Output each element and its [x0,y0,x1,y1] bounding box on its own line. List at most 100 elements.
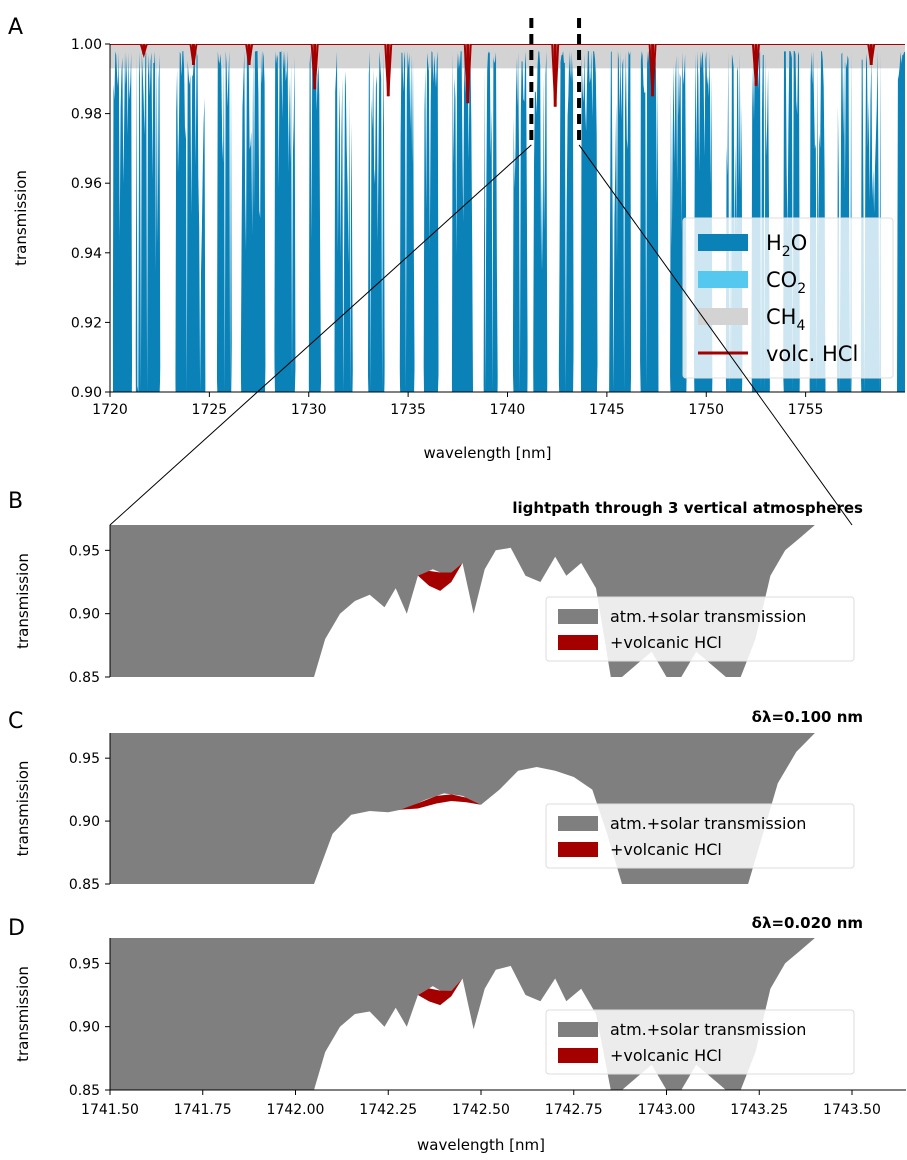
legend-swatch-atm [558,816,598,831]
panel-c: 0.85 0.90 0.95 transmission C δλ=0.100 nm atm.… [8,708,863,893]
x-tick-label: 1741.50 [81,1102,139,1118]
x-tick-label: 1742.00 [267,1102,325,1118]
y-tick-label: 0.95 [69,543,100,559]
panel-a-y-label: transmission [12,170,30,266]
panel-b: 0.85 0.90 0.95 transmission B lightpath throu… [8,489,863,686]
ch4-band [110,44,905,69]
legend-label-base: H [766,231,782,255]
clear-window [110,219,113,392]
panel-a-x-tick-label: 1735 [390,402,426,418]
clear-window [547,282,560,392]
panel-a-y-tick-label: 0.90 [71,385,102,401]
clear-window [265,240,275,392]
y-tick-label: 0.90 [69,607,100,623]
legend-label-hcl: +volcanic HCl [610,840,722,859]
legend-label-hcl: +volcanic HCl [610,1046,722,1065]
legend-box [545,803,855,869]
clear-window [658,282,671,392]
clear-window [596,240,609,392]
clear-window [497,240,514,392]
panel-a: 1720 1725 1730 1735 1740 1745 1750 1755 0.90 0.92… [8,15,905,462]
panel-d-x-label: wavelength [nm] [417,1136,545,1154]
clear-window [352,219,369,392]
clear-window [414,261,425,392]
legend-label-atm: atm.+solar transmission [610,814,806,833]
y-tick-label: 0.85 [69,670,100,686]
panel-a-x-tick-label: 1720 [92,402,128,418]
panel-a-x-tick-label: 1745 [589,402,625,418]
legend-label-sub: 2 [797,281,806,297]
legend-swatch-h2o [698,234,748,251]
legend-label-sub: 4 [796,318,805,334]
volcanic-hcl-area [417,563,463,591]
panel-a-x-tick-label: 1755 [788,402,824,418]
x-tick-label: 1742.50 [452,1102,510,1118]
clear-window [630,261,641,392]
panel-a-legend-box [682,217,894,379]
panel-letter-a: A [8,15,23,40]
y-axis-label: transmission [14,966,32,1062]
legend-label-ch4: CH4 [766,305,805,334]
clear-window [131,240,136,392]
y-tick-label: 0.90 [69,1020,100,1036]
panel-d: 0.85 0.90 0.95 transmission D δλ=0.020 nm atm.… [8,914,906,1154]
clear-window [294,261,309,392]
panel-letter-b: B [8,489,23,514]
panel-a-x-tick-label: 1740 [490,402,526,418]
zoom-connector-left [109,144,532,526]
x-tick-label: 1743.25 [730,1102,788,1118]
legend: atm.+solar transmission +volcanic HCl [545,596,855,662]
panel-a-y-tick-label: 0.94 [71,246,102,262]
panel-a-y-tick-label: 1.00 [71,37,102,53]
legend-swatch-hcl [558,842,598,857]
panel-a-y-tick-label: 0.96 [71,176,102,192]
legend-swatch-atm [558,1022,598,1037]
y-tick-label: 0.85 [69,877,100,893]
clear-window [159,261,176,392]
legend-label-tail: O [791,231,808,255]
clear-window [527,261,534,392]
clear-window [473,219,484,392]
legend: atm.+solar transmission +volcanic HCl [545,1009,855,1075]
legend-label-atm: atm.+solar transmission [610,607,806,626]
panel-a-y-tick-label: 0.92 [71,315,102,331]
legend-swatch-atm [558,609,598,624]
legend-label-h2o: H2O [766,231,807,260]
x-tick-label: 1743.50 [823,1102,881,1118]
legend-label-hcl: +volcanic HCl [610,633,722,652]
legend-label-sub: 2 [782,244,791,260]
y-tick-label: 0.95 [69,956,100,972]
legend-label-base: volc. HCl [766,342,858,366]
legend-label-hcl: volc. HCl [766,342,858,366]
x-tick-label: 1742.25 [359,1102,417,1118]
panel-title: δλ=0.020 nm [752,914,863,932]
panel-a-x-tick-label: 1750 [688,402,724,418]
panel-a-x-tick-label: 1730 [291,402,327,418]
legend-label-atm: atm.+solar transmission [610,1020,806,1039]
x-tick-label: 1741.75 [174,1102,232,1118]
zoom-connector-right [578,144,853,526]
legend-swatch-co2 [698,271,748,288]
x-tick-label: 1743.00 [638,1102,696,1118]
legend-swatch-hcl [558,1048,598,1063]
legend-swatch-ch4 [698,308,748,325]
legend-box [545,596,855,662]
y-tick-label: 0.95 [69,751,100,767]
clear-window [205,282,218,392]
volcanic-hcl-area [417,978,463,1006]
panel-title: lightpath through 3 vertical atmospheres [512,499,863,517]
y-axis-label: transmission [14,553,32,649]
clear-window [437,282,452,392]
panel-letter-c: C [8,709,23,734]
y-tick-label: 0.85 [69,1083,100,1099]
volcanic-hcl-area [399,794,481,811]
legend-swatch-hcl [558,635,598,650]
legend-label-base: CO [766,268,797,292]
clear-window [573,219,582,392]
legend-label-co2: CO2 [766,268,806,297]
clear-window [320,282,335,392]
x-tick-label: 1742.75 [545,1102,603,1118]
legend-label-base: CH [766,305,796,329]
